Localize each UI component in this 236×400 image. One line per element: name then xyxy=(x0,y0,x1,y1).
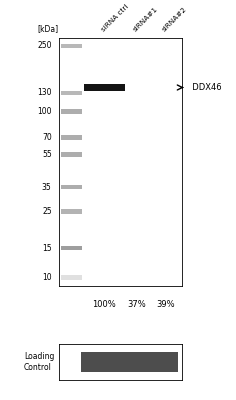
Bar xyxy=(61,209,82,214)
Bar xyxy=(84,84,125,91)
Text: 100: 100 xyxy=(37,107,52,116)
Bar xyxy=(61,44,82,48)
Text: 70: 70 xyxy=(42,133,52,142)
Text: 37%: 37% xyxy=(127,300,146,309)
Text: siRNA ctrl: siRNA ctrl xyxy=(100,4,129,33)
Text: DDX46: DDX46 xyxy=(177,83,221,92)
Text: 39%: 39% xyxy=(156,300,175,309)
Text: 10: 10 xyxy=(42,273,52,282)
Text: 35: 35 xyxy=(42,183,52,192)
Bar xyxy=(61,185,82,190)
Bar xyxy=(61,110,82,114)
Text: 250: 250 xyxy=(37,41,52,50)
Text: siRNA#2: siRNA#2 xyxy=(161,6,188,33)
Text: 15: 15 xyxy=(42,244,52,253)
Text: 100%: 100% xyxy=(93,300,116,309)
Bar xyxy=(61,275,82,280)
Bar xyxy=(61,246,82,250)
Text: 55: 55 xyxy=(42,150,52,159)
Text: [kDa]: [kDa] xyxy=(37,24,58,33)
Text: Loading
Control: Loading Control xyxy=(24,352,54,372)
Bar xyxy=(81,352,178,372)
Text: siRNA#1: siRNA#1 xyxy=(132,6,159,33)
Bar xyxy=(61,90,82,95)
Bar xyxy=(61,135,82,140)
Text: 130: 130 xyxy=(37,88,52,97)
Bar xyxy=(61,152,82,157)
Text: 25: 25 xyxy=(42,207,52,216)
